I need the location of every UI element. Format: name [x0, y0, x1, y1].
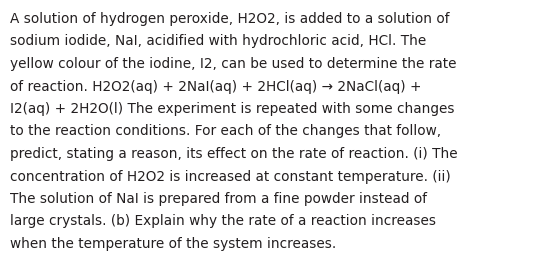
Text: of reaction. H2O2(aq) + 2NaI(aq) + 2HCl(aq) → 2NaCl(aq) +: of reaction. H2O2(aq) + 2NaI(aq) + 2HCl(…	[10, 79, 421, 94]
Text: sodium iodide, NaI, acidified with hydrochloric acid, HCl. The: sodium iodide, NaI, acidified with hydro…	[10, 35, 426, 48]
Text: The solution of NaI is prepared from a fine powder instead of: The solution of NaI is prepared from a f…	[10, 192, 427, 206]
Text: I2(aq) + 2H2O(l) The experiment is repeated with some changes: I2(aq) + 2H2O(l) The experiment is repea…	[10, 102, 455, 116]
Text: when the temperature of the system increases.: when the temperature of the system incre…	[10, 237, 336, 251]
Text: large crystals. (b) Explain why the rate of a reaction increases: large crystals. (b) Explain why the rate…	[10, 215, 436, 228]
Text: concentration of H2O2 is increased at constant temperature. (ii): concentration of H2O2 is increased at co…	[10, 169, 451, 184]
Text: to the reaction conditions. For each of the changes that follow,: to the reaction conditions. For each of …	[10, 125, 441, 138]
Text: A solution of hydrogen peroxide, H2O2, is added to a solution of: A solution of hydrogen peroxide, H2O2, i…	[10, 12, 450, 26]
Text: predict, stating a reason, its effect on the rate of reaction. (i) The: predict, stating a reason, its effect on…	[10, 147, 458, 161]
Text: yellow colour of the iodine, I2, can be used to determine the rate: yellow colour of the iodine, I2, can be …	[10, 57, 456, 71]
